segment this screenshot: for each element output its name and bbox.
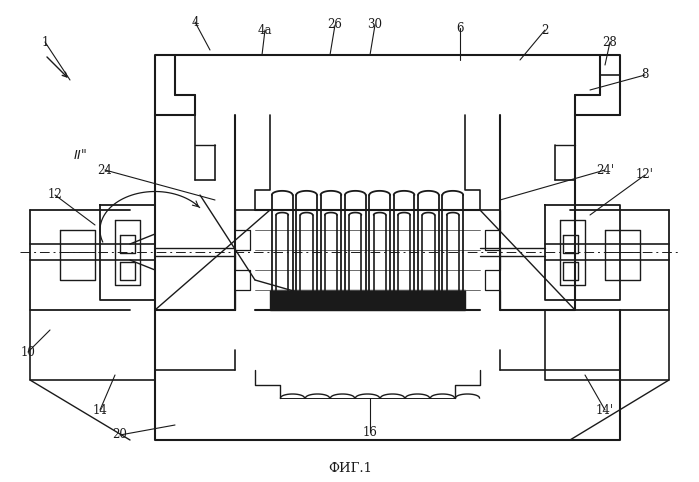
- Text: 1: 1: [41, 36, 49, 49]
- Text: 14': 14': [596, 403, 614, 416]
- Text: 2: 2: [541, 24, 549, 37]
- Text: 12': 12': [636, 169, 654, 182]
- Text: 8: 8: [641, 68, 649, 81]
- Text: 14: 14: [92, 403, 108, 416]
- Text: 12: 12: [48, 188, 62, 201]
- Text: 10: 10: [20, 346, 36, 359]
- Text: 6: 6: [456, 22, 463, 35]
- Text: 20: 20: [113, 428, 127, 442]
- Text: 28: 28: [603, 36, 617, 49]
- Text: 30: 30: [368, 18, 382, 31]
- Text: 16: 16: [363, 426, 377, 439]
- Bar: [270, 290, 465, 310]
- Text: ФИГ.1: ФИГ.1: [328, 461, 372, 474]
- Text: 4a: 4a: [258, 24, 272, 37]
- Text: 24: 24: [98, 163, 113, 176]
- Text: 4: 4: [192, 15, 199, 28]
- Text: 24': 24': [596, 163, 614, 176]
- Text: 26: 26: [328, 18, 343, 31]
- Text: $II$": $II$": [73, 148, 87, 162]
